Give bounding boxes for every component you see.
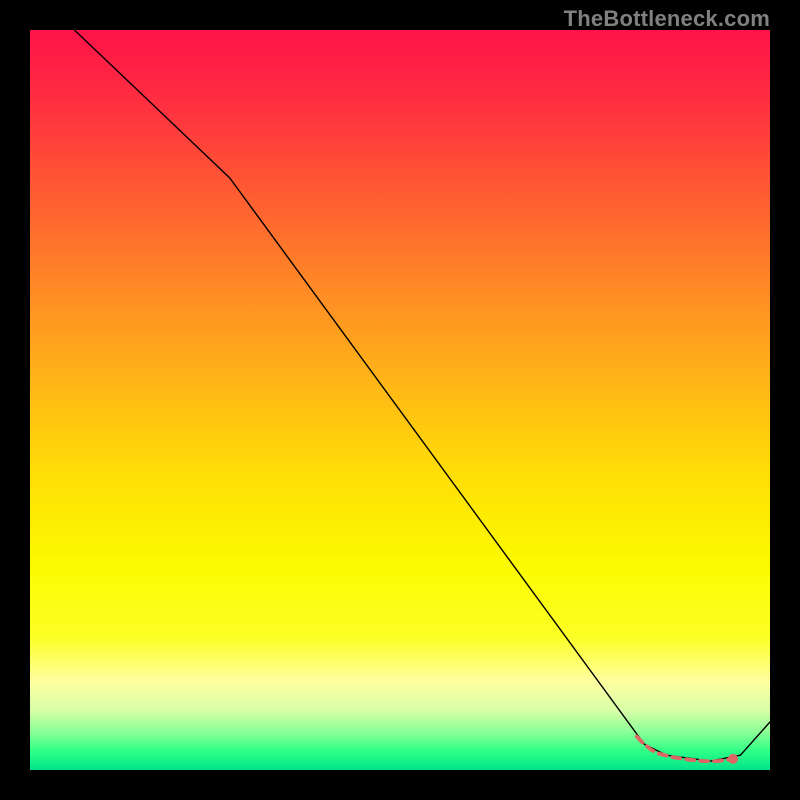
chart-svg (30, 30, 770, 770)
gradient-background (30, 30, 770, 770)
highlight-end-marker (728, 754, 738, 764)
plot-area (30, 30, 770, 770)
chart-stage: TheBottleneck.com (0, 0, 800, 800)
watermark-text: TheBottleneck.com (564, 6, 770, 32)
